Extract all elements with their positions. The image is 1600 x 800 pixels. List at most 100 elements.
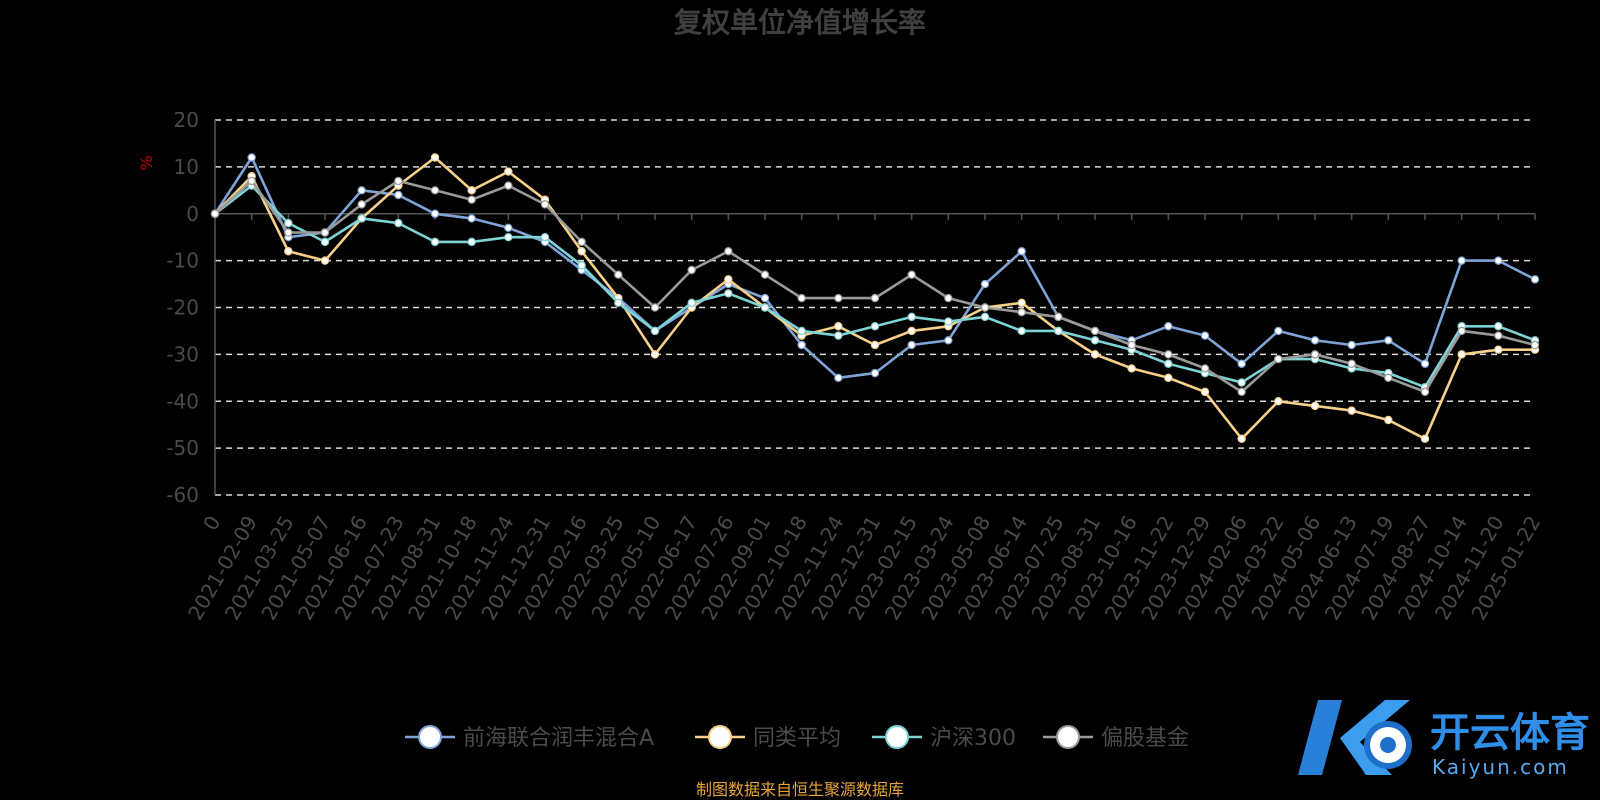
data-point <box>1310 401 1320 411</box>
data-point <box>944 293 953 303</box>
legend-item[interactable]: 偏股基金 <box>1043 725 1189 751</box>
legend-item[interactable]: 沪深300 <box>872 725 1016 751</box>
legend-label: 同类平均 <box>753 726 841 751</box>
data-point <box>1494 345 1503 354</box>
data-point <box>1274 397 1283 406</box>
data-point <box>1237 378 1246 387</box>
data-point <box>1310 336 1320 345</box>
data-point <box>650 303 660 312</box>
data-point <box>870 293 880 303</box>
data-point <box>1384 336 1393 345</box>
y-tick-label: -10 <box>166 249 199 273</box>
data-point <box>834 373 843 383</box>
legend-item[interactable]: 前海联合润丰混合A <box>405 725 654 751</box>
data-point <box>284 218 293 228</box>
data-point <box>760 293 770 303</box>
data-point <box>1200 364 1210 373</box>
data-point <box>1017 298 1026 308</box>
data-point <box>394 190 403 200</box>
data-point <box>430 209 440 218</box>
watermark-site: Kaiyun.com <box>1432 755 1569 779</box>
data-point <box>357 186 366 195</box>
data-point <box>1420 434 1430 443</box>
data-point <box>504 181 513 190</box>
data-point <box>1347 406 1356 415</box>
data-point <box>870 340 880 350</box>
data-point <box>504 167 513 176</box>
data-point <box>1384 415 1393 425</box>
data-point <box>1494 322 1503 331</box>
data-point <box>1347 340 1356 350</box>
data-point <box>1054 326 1063 336</box>
x-tick-label: 0 <box>198 512 225 535</box>
data-point <box>1200 331 1210 340</box>
series-line <box>214 179 1536 394</box>
data-point <box>467 237 476 247</box>
legend-item[interactable]: 同类平均 <box>695 725 841 751</box>
data-point <box>1457 326 1466 336</box>
data-point <box>1237 359 1246 368</box>
data-point <box>320 256 330 265</box>
data-point <box>1274 354 1283 364</box>
data-point <box>320 237 330 247</box>
legend[interactable]: 前海联合润丰混合A 同类平均 沪深300 偏股基金 <box>405 725 1189 751</box>
data-point <box>430 186 440 195</box>
chart-title: 复权单位净值增长率 <box>674 6 926 39</box>
data-point <box>1090 336 1100 345</box>
data-point <box>357 200 366 209</box>
data-point <box>1090 350 1100 359</box>
watermark-logo-icon <box>1298 700 1412 775</box>
data-point <box>1494 256 1503 265</box>
y-axis-unit: % <box>137 155 156 170</box>
legend-swatch-marker <box>418 725 442 749</box>
data-point <box>980 312 990 322</box>
data-point <box>394 218 403 228</box>
data-point <box>614 270 623 279</box>
series-lines <box>210 153 1540 443</box>
data-point <box>907 326 916 336</box>
data-point <box>210 209 220 218</box>
data-point <box>247 153 256 162</box>
data-point <box>1054 312 1063 322</box>
data-point <box>1274 326 1283 336</box>
data-point <box>284 228 293 237</box>
data-point <box>687 265 696 275</box>
data-point <box>1457 256 1466 265</box>
legend-label: 前海联合润丰混合A <box>463 726 654 751</box>
y-tick-label: -60 <box>166 483 199 507</box>
x-axis-ticks: 02021-02-092021-03-252021-05-072021-06-1… <box>183 213 1545 624</box>
data-point <box>1164 359 1173 368</box>
watermark-brand: 开云体育 <box>1430 710 1590 756</box>
data-point <box>907 270 916 279</box>
data-point <box>1420 387 1430 397</box>
data-point <box>504 232 513 242</box>
legend-swatch-marker <box>885 725 909 749</box>
data-point <box>467 195 476 204</box>
data-point <box>1237 387 1246 397</box>
watermark: 开云体育 Kaiyun.com <box>1298 700 1590 779</box>
data-source-note: 制图数据来自恒生聚源数据库 <box>696 780 904 799</box>
data-point <box>577 247 586 256</box>
data-point <box>1017 326 1026 336</box>
legend-swatch-marker <box>708 725 732 749</box>
data-point <box>1017 247 1026 256</box>
y-tick-label: 20 <box>174 108 199 132</box>
y-tick-label: -50 <box>166 436 199 460</box>
data-point <box>1457 350 1466 359</box>
data-point <box>1017 307 1026 317</box>
data-point <box>907 312 916 322</box>
data-point <box>650 350 660 359</box>
data-point <box>320 228 330 237</box>
y-tick-label: -20 <box>166 296 199 320</box>
data-point <box>1384 373 1393 383</box>
data-point <box>1200 387 1210 397</box>
data-point <box>797 340 806 350</box>
data-point <box>834 331 843 340</box>
grid-lines <box>215 119 1535 496</box>
data-point <box>1164 322 1173 331</box>
data-point <box>430 237 440 247</box>
legend-label: 沪深300 <box>930 726 1016 751</box>
data-point <box>1530 275 1540 284</box>
data-point <box>797 326 806 336</box>
